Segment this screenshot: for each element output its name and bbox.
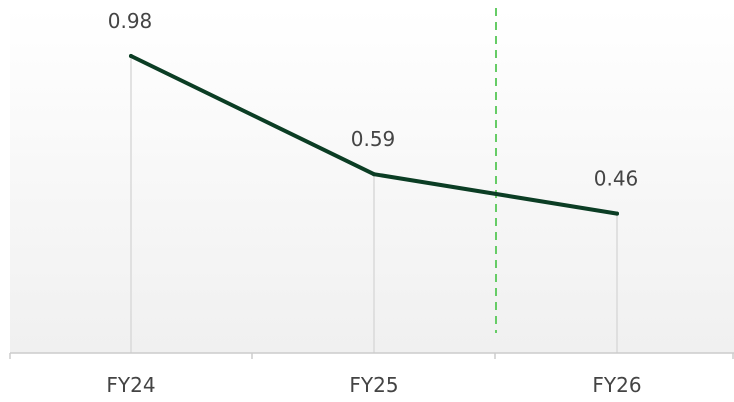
data-label-fy25: 0.59 [351,127,396,151]
drop-lines [130,56,618,353]
x-axis [9,352,734,359]
x-tick-label-fy26: FY26 [592,373,641,397]
x-tick-label-fy24: FY24 [106,373,155,397]
data-labels: 0.98 0.59 0.46 [108,9,639,191]
data-point-fy24 [129,54,133,58]
x-tick-labels: FY24 FY25 FY26 [106,373,641,397]
data-label-fy26: 0.46 [594,167,639,191]
data-label-fy24: 0.98 [108,9,153,33]
data-point-fy25 [372,172,376,177]
series-group [129,54,619,216]
data-point-fy26 [615,211,619,216]
x-tick-label-fy25: FY25 [349,373,398,397]
